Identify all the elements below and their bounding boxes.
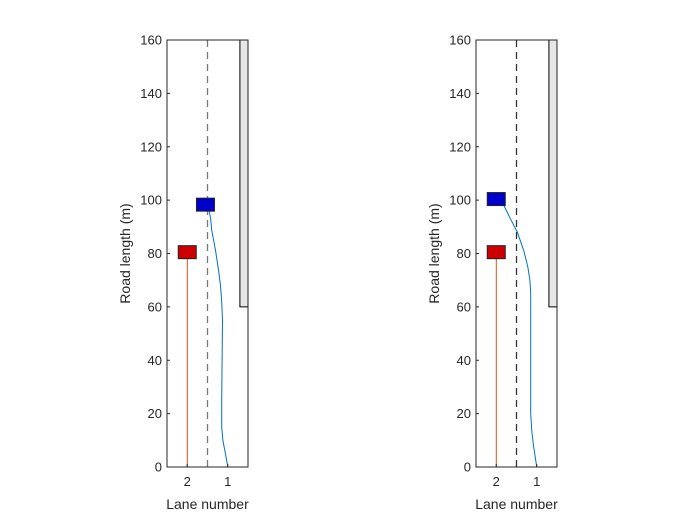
right-subplot: 0 20 40 60 80 100 120 140 160 2 1 Lane number Road l… — [426, 33, 558, 513]
chart-1-xlabel: Lane number — [475, 496, 558, 512]
chart-0-series-0-line — [207, 205, 229, 468]
chart-0-vehicle-1 — [195, 197, 215, 212]
chart-0-ytick-label-40: 40 — [148, 353, 162, 368]
chart-0-xtick-label-2: 2 — [184, 474, 191, 489]
chart-1-ytick-label-160: 160 — [449, 33, 471, 48]
chart-0-ytick-label-20: 20 — [148, 406, 162, 421]
chart-1-ytick-label-20: 20 — [457, 406, 471, 421]
chart-1-ytick-label-120: 120 — [449, 139, 471, 154]
chart-0-ytick-label-120: 120 — [140, 139, 162, 154]
chart-0-ytick-label-140: 140 — [140, 86, 162, 101]
chart-1-ytick-label-140: 140 — [449, 86, 471, 101]
chart-0-ytick-label-100: 100 — [140, 193, 162, 208]
chart-0-ylabel: Road length (m) — [117, 203, 133, 303]
chart-1-vehicle-1 — [486, 192, 506, 207]
chart-1-vehicle-0 — [486, 245, 506, 260]
chart-1-ytick-label-0: 0 — [464, 460, 471, 475]
chart-1-ytick-label-80: 80 — [457, 246, 471, 261]
chart-0-xtick-label-1: 1 — [224, 474, 231, 489]
chart-0-ytick-label-0: 0 — [155, 460, 162, 475]
chart-1-obstacle-block — [548, 39, 558, 308]
chart-0-ytick-label-60: 60 — [148, 299, 162, 314]
chart-1-ytick-label-100: 100 — [449, 193, 471, 208]
chart-0-xlabel: Lane number — [166, 496, 249, 512]
left-subplot: 0 20 40 60 80 100 120 140 160 2 1 Lane number Road l… — [117, 33, 249, 513]
chart-1-series-0-line — [500, 199, 538, 468]
chart-1-xtick-label-2: 2 — [493, 474, 500, 489]
chart-1-ylabel: Road length (m) — [426, 203, 442, 303]
chart-0-vehicle-0 — [177, 245, 197, 260]
chart-1-ytick-label-60: 60 — [457, 299, 471, 314]
chart-1-xtick-label-1: 1 — [533, 474, 540, 489]
chart-1-ytick-label-40: 40 — [457, 353, 471, 368]
chart-0-ytick-label-80: 80 — [148, 246, 162, 261]
chart-0-obstacle-block — [239, 39, 249, 308]
chart-0-ytick-label-160: 160 — [140, 33, 162, 48]
